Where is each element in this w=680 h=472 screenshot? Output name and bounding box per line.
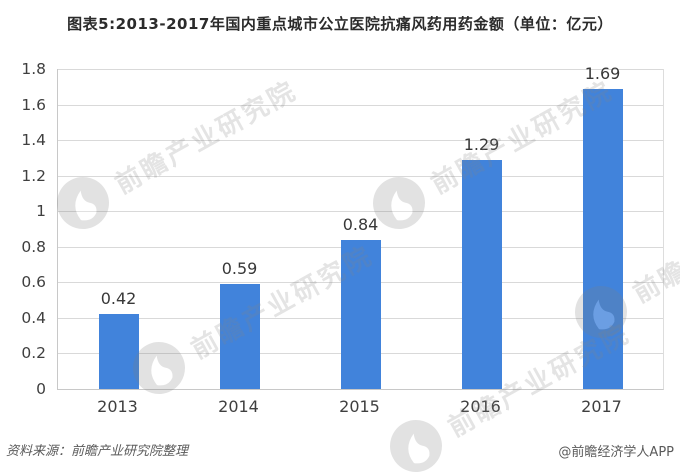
- bar-value-label: 0.84: [342, 215, 379, 234]
- x-axis-tick-label: 2016: [460, 397, 501, 416]
- bar-value-label: 1.69: [584, 64, 621, 83]
- bar-2016: [462, 160, 502, 389]
- bar-2014: [220, 284, 260, 389]
- watermark-logo-icon: [390, 420, 442, 472]
- gridline: [58, 140, 663, 141]
- gridline: [58, 211, 663, 212]
- y-axis-tick-label: 0: [36, 380, 46, 398]
- page-title: 图表5:2013-2017年国内重点城市公立医院抗痛风药用药金额（单位：亿元）: [67, 15, 613, 33]
- y-axis-tick-label: 1.2: [21, 167, 46, 185]
- y-axis-tick-label: 0.6: [21, 273, 46, 291]
- x-axis-tick-label: 2013: [97, 397, 138, 416]
- gridline: [58, 105, 663, 106]
- bar-value-label: 0.59: [221, 259, 258, 278]
- y-axis-labels: 0 0.2 0.4 0.6 0.8 1 1.2 1.4 1.6 1.8: [0, 60, 46, 398]
- y-axis-tick-label: 0.2: [21, 344, 46, 362]
- y-axis-tick-label: 0.8: [21, 238, 46, 256]
- credit-note: @前瞻经济学人APP: [558, 445, 674, 460]
- bar-2017: [583, 89, 623, 389]
- y-axis-tick-label: 1.4: [21, 131, 46, 149]
- gridline: [58, 176, 663, 177]
- y-axis-tick-label: 1: [36, 202, 46, 220]
- y-axis-tick-label: 1.6: [21, 96, 46, 114]
- source-note: 资料来源：前瞻产业研究院整理: [6, 444, 189, 459]
- x-axis-tick-label: 2015: [339, 397, 380, 416]
- bar-value-label: 0.42: [100, 289, 137, 308]
- bar-2013: [99, 314, 139, 389]
- y-axis-tick-label: 0.4: [21, 309, 46, 327]
- x-axis-tick-label: 2017: [581, 397, 622, 416]
- gridline: [58, 69, 663, 70]
- bar-value-label: 1.29: [463, 135, 500, 154]
- x-axis-labels: 2013 2014 2015 2016 2017: [57, 397, 662, 419]
- x-axis-tick-label: 2014: [218, 397, 259, 416]
- plot-area: 0.42 0.59 0.84 1.29 1.69: [57, 64, 664, 390]
- bar-2015: [341, 240, 381, 389]
- y-axis-tick-label: 1.8: [21, 60, 46, 78]
